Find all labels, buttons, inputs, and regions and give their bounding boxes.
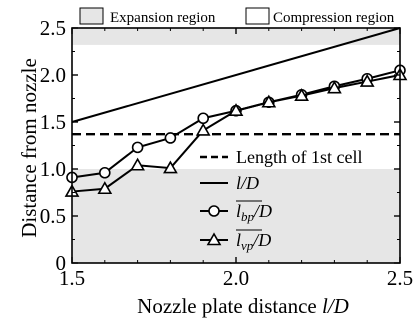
legend-label-var-3: l [236, 230, 241, 250]
series-1 [71, 27, 401, 123]
legend-marker-3 [206, 232, 222, 246]
y-tick-label-3: 1.5 [40, 110, 66, 134]
legend-label-var-2: l [236, 201, 241, 221]
legend-label-tail-1: /D [240, 173, 259, 193]
legend-label-var-1: l [236, 173, 241, 193]
legend-label-tail-3: /D [252, 230, 271, 250]
y-tick-label-5: 2.5 [40, 16, 66, 40]
legend-entry-2: lbp/D [200, 200, 272, 224]
legend-entry-1: l/D [200, 173, 259, 193]
legend-entry-3: lvp/D [200, 229, 271, 253]
data-point-3-4 [195, 122, 211, 136]
data-point-2-1 [99, 166, 111, 179]
legend-label-2: lbp/D [236, 201, 272, 224]
axes: 0 0.5 1.0 1.5 2.0 2.5 1.5 2.0 2.5 [40, 16, 413, 290]
data-point-2-4 [197, 112, 209, 125]
x-axis-label-var: l/D [322, 294, 349, 318]
legend-label-sub-2: bp [241, 209, 255, 224]
data-point-3-7 [294, 88, 309, 101]
data-point-3-8 [327, 80, 342, 94]
series-line-1 [71, 27, 401, 123]
y-tick-label-0: 0 [56, 251, 67, 275]
legend-label-0: Length of 1st cell [236, 147, 362, 167]
data-point-3-6 [261, 94, 277, 108]
expansion-legend-label: Expansion region [110, 10, 216, 26]
legend-label-1: l/D [236, 173, 259, 193]
y-tick-label-2: 1.0 [40, 157, 66, 181]
data-point-2-2 [131, 141, 144, 154]
region-bands [72, 28, 400, 263]
legend-label-sub-3: vp [241, 238, 254, 253]
legend-label-3: lvp/D [236, 230, 271, 253]
legend-entry-0: Length of 1st cell [200, 147, 362, 167]
compression-legend-label: Compression region [273, 10, 395, 26]
x-tick-label-1: 2.0 [223, 266, 249, 290]
data-point-2-3 [164, 132, 177, 144]
data-point-3-9 [359, 73, 375, 87]
expansion-region-band-2 [72, 28, 400, 45]
data-point-3-5 [228, 103, 244, 117]
data-point-3-2 [130, 157, 145, 171]
legend-marker-2 [208, 205, 220, 217]
y-tick-label-4: 2.0 [40, 63, 66, 87]
legend-label-tail-2: /D [253, 201, 272, 221]
x-axis-label-main: Nozzle plate distance [137, 294, 322, 318]
expansion-region-band-0 [72, 169, 400, 263]
expansion-legend-swatch [79, 7, 104, 25]
y-tick-label-1: 0.5 [40, 204, 66, 228]
compression-legend-swatch [245, 7, 270, 25]
data-point-3-1 [97, 181, 113, 195]
x-tick-label-0: 1.5 [59, 266, 85, 290]
data-point-3-3 [163, 160, 178, 174]
x-axis-label: Nozzle plate distance l/D [137, 294, 349, 318]
region-legend: Expansion region Compression region [79, 7, 395, 26]
x-tick-label-2: 2.5 [387, 266, 413, 290]
y-axis-label: Distance from nozzle [17, 58, 41, 238]
